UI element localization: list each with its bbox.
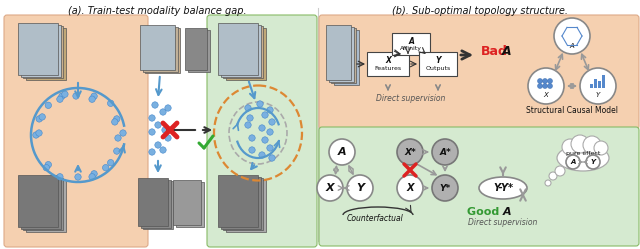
Circle shape: [39, 114, 45, 120]
FancyBboxPatch shape: [419, 52, 457, 76]
Circle shape: [566, 155, 580, 169]
Text: Y: Y: [596, 92, 600, 98]
Text: Affinity: Affinity: [400, 46, 422, 51]
Circle shape: [580, 68, 616, 104]
Circle shape: [75, 174, 81, 180]
Circle shape: [91, 93, 97, 99]
Circle shape: [111, 119, 118, 125]
Circle shape: [36, 130, 42, 136]
Circle shape: [33, 132, 39, 138]
Bar: [141, 180, 170, 228]
Text: Y-Y*: Y-Y*: [493, 183, 513, 193]
Text: A*: A*: [439, 147, 451, 157]
Text: Y: Y: [435, 56, 441, 64]
Circle shape: [317, 175, 343, 201]
Circle shape: [115, 135, 121, 141]
Bar: [590, 84, 593, 88]
Circle shape: [160, 147, 166, 153]
Bar: [173, 180, 201, 225]
Bar: [326, 25, 351, 80]
Bar: [18, 23, 58, 75]
Circle shape: [586, 155, 600, 169]
Circle shape: [152, 102, 158, 108]
Circle shape: [155, 142, 161, 148]
Text: Y: Y: [591, 159, 596, 165]
Text: Y: Y: [356, 183, 364, 193]
Circle shape: [267, 129, 273, 135]
Circle shape: [262, 112, 268, 118]
Bar: [602, 75, 605, 88]
Circle shape: [36, 116, 42, 122]
Text: X*: X*: [404, 147, 416, 157]
Bar: [225, 27, 266, 79]
Circle shape: [257, 101, 263, 107]
Bar: [18, 175, 58, 227]
Circle shape: [528, 68, 564, 104]
Text: Features: Features: [374, 65, 401, 70]
Circle shape: [73, 93, 79, 99]
Circle shape: [262, 137, 268, 143]
Circle shape: [267, 107, 273, 113]
Circle shape: [160, 109, 166, 115]
Text: Structural Causal Model: Structural Causal Model: [526, 106, 618, 115]
Text: A: A: [502, 45, 511, 58]
Text: Direct supervision: Direct supervision: [468, 217, 538, 227]
Bar: [594, 79, 597, 88]
Circle shape: [329, 139, 355, 165]
Text: Direct supervision: Direct supervision: [376, 94, 445, 103]
Circle shape: [267, 145, 273, 151]
Bar: [333, 29, 358, 84]
Circle shape: [538, 78, 543, 83]
Circle shape: [259, 125, 265, 131]
Bar: [221, 24, 260, 76]
Circle shape: [594, 141, 608, 155]
FancyBboxPatch shape: [4, 15, 148, 247]
Circle shape: [59, 93, 65, 99]
Circle shape: [249, 147, 255, 153]
Bar: [218, 23, 258, 75]
Circle shape: [114, 148, 120, 154]
Circle shape: [120, 130, 126, 136]
Ellipse shape: [557, 145, 609, 171]
Circle shape: [45, 162, 51, 168]
Bar: [138, 178, 168, 226]
Circle shape: [89, 96, 95, 102]
Text: Counterfactual: Counterfactual: [347, 213, 403, 223]
Bar: [221, 177, 260, 229]
Circle shape: [91, 171, 97, 177]
Bar: [225, 180, 266, 232]
Circle shape: [555, 166, 565, 176]
Text: Good: Good: [467, 207, 503, 217]
Text: X: X: [406, 183, 413, 193]
Circle shape: [571, 135, 589, 153]
Circle shape: [547, 78, 552, 83]
Bar: [185, 28, 207, 70]
Circle shape: [547, 83, 552, 88]
Circle shape: [549, 172, 557, 180]
Text: Bad: Bad: [481, 45, 508, 58]
Circle shape: [432, 139, 458, 165]
Text: A: A: [570, 43, 574, 49]
Circle shape: [562, 139, 578, 155]
Circle shape: [269, 155, 275, 161]
Circle shape: [108, 100, 114, 107]
Text: A: A: [338, 147, 346, 157]
Bar: [223, 178, 263, 230]
Circle shape: [347, 175, 373, 201]
Text: X: X: [543, 92, 548, 98]
Circle shape: [162, 127, 168, 133]
Circle shape: [165, 135, 172, 141]
Circle shape: [108, 160, 114, 166]
Circle shape: [554, 18, 590, 54]
Circle shape: [545, 180, 551, 186]
Circle shape: [543, 83, 547, 88]
Circle shape: [397, 175, 423, 201]
Circle shape: [57, 96, 63, 102]
Ellipse shape: [479, 177, 527, 199]
Circle shape: [538, 83, 543, 88]
Circle shape: [149, 129, 155, 135]
Circle shape: [149, 115, 155, 121]
Bar: [218, 175, 258, 227]
Bar: [23, 26, 63, 78]
